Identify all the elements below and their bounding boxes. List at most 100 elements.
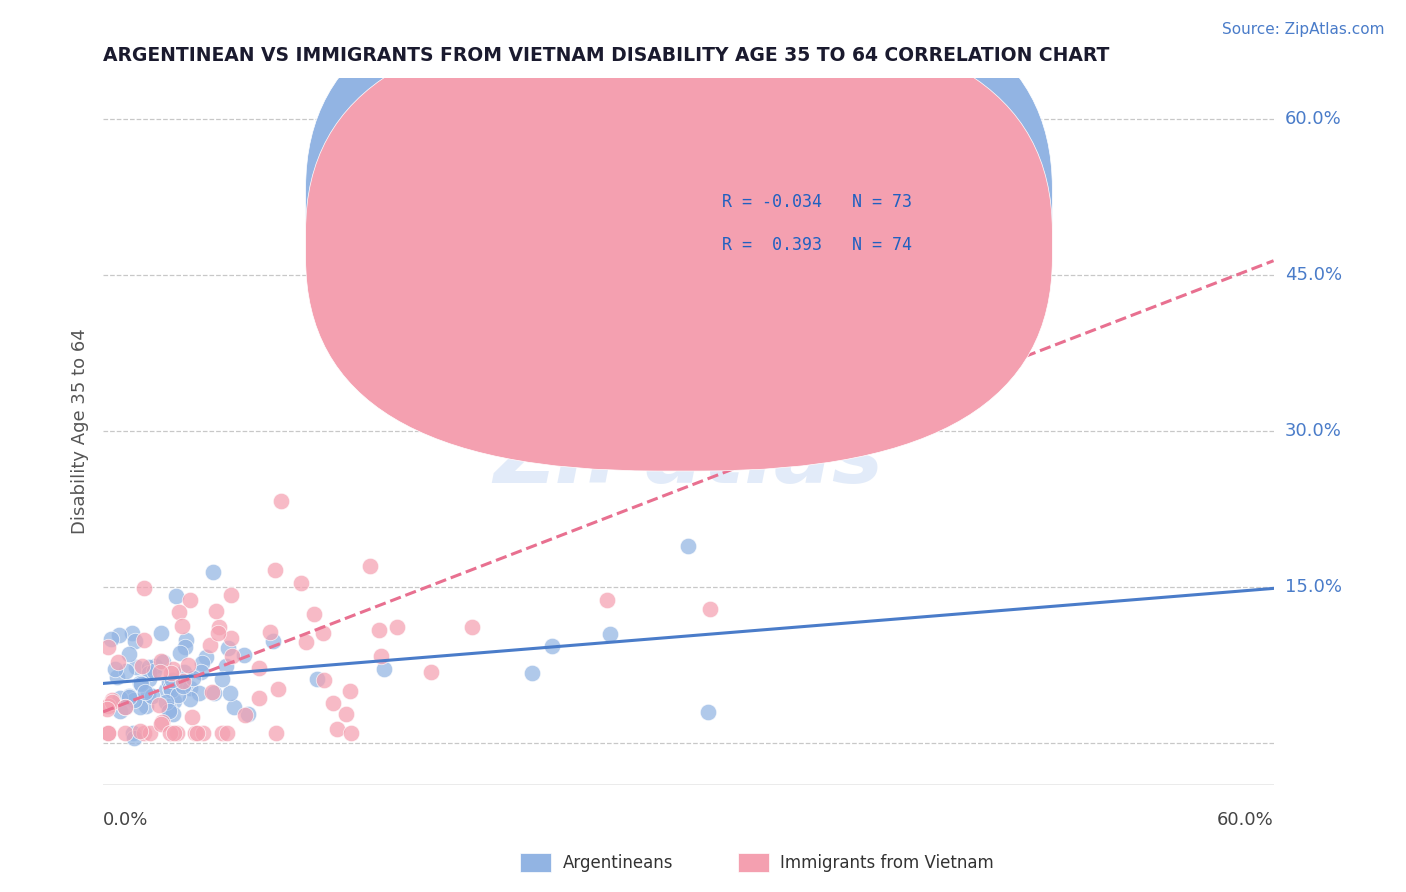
Point: [312, 626, 335, 640]
Point: [295, 634, 318, 648]
Point: [201, 565, 224, 579]
Point: [219, 632, 242, 646]
Point: [596, 593, 619, 607]
Point: [152, 656, 174, 670]
Text: R =  0.393   N = 74: R = 0.393 N = 74: [723, 235, 912, 254]
Point: [183, 725, 205, 739]
Point: [259, 624, 281, 639]
Point: [166, 725, 188, 739]
Point: [169, 646, 191, 660]
Text: 60.0%: 60.0%: [1285, 111, 1341, 128]
Point: [194, 650, 217, 665]
Y-axis label: Disability Age 35 to 64: Disability Age 35 to 64: [72, 328, 89, 534]
Point: [173, 640, 195, 654]
Point: [202, 686, 225, 700]
Point: [208, 620, 231, 634]
Point: [97, 698, 120, 713]
Point: [340, 725, 363, 739]
Point: [173, 665, 195, 680]
Point: [179, 681, 201, 695]
FancyBboxPatch shape: [630, 169, 952, 272]
Point: [129, 677, 152, 691]
Point: [179, 692, 201, 706]
Text: 0.0%: 0.0%: [103, 811, 149, 829]
Point: [179, 592, 201, 607]
Point: [162, 662, 184, 676]
Point: [302, 607, 325, 621]
Point: [224, 699, 246, 714]
Point: [461, 620, 484, 634]
Point: [114, 700, 136, 714]
Point: [619, 195, 641, 210]
Point: [172, 679, 194, 693]
Point: [114, 699, 136, 714]
Point: [100, 632, 122, 647]
Point: [343, 331, 366, 345]
Point: [167, 688, 190, 702]
Point: [172, 674, 194, 689]
Point: [134, 725, 156, 739]
Point: [101, 693, 124, 707]
Point: [118, 647, 141, 661]
Point: [247, 691, 270, 706]
Point: [359, 558, 381, 573]
Point: [157, 704, 180, 718]
Point: [219, 588, 242, 602]
Point: [218, 685, 240, 699]
Point: [211, 725, 233, 739]
Point: [170, 619, 193, 633]
Point: [368, 624, 391, 638]
Point: [678, 539, 700, 553]
Point: [96, 702, 118, 716]
Point: [188, 686, 211, 700]
Point: [233, 648, 256, 662]
Point: [149, 626, 172, 640]
Point: [205, 604, 228, 618]
Point: [114, 725, 136, 739]
Point: [233, 708, 256, 723]
Point: [132, 632, 155, 647]
Point: [162, 694, 184, 708]
Point: [191, 656, 214, 670]
Point: [263, 563, 285, 577]
Point: [167, 606, 190, 620]
Text: Source: ZipAtlas.com: Source: ZipAtlas.com: [1222, 22, 1385, 37]
Point: [211, 672, 233, 686]
Point: [174, 632, 197, 647]
Text: ZIPatlas: ZIPatlas: [494, 418, 883, 501]
Point: [165, 589, 187, 603]
Point: [155, 683, 177, 698]
Point: [326, 722, 349, 736]
Point: [373, 662, 395, 676]
Point: [217, 725, 239, 739]
Point: [107, 655, 129, 669]
Point: [270, 493, 292, 508]
Text: 30.0%: 30.0%: [1285, 422, 1341, 441]
Text: R = -0.034   N = 73: R = -0.034 N = 73: [723, 193, 912, 211]
Point: [121, 626, 143, 640]
Point: [149, 654, 172, 668]
Point: [339, 684, 361, 698]
Point: [108, 628, 131, 642]
Point: [150, 714, 173, 729]
Point: [522, 665, 544, 680]
Point: [215, 659, 238, 673]
Point: [186, 725, 208, 739]
Point: [419, 665, 441, 680]
Point: [217, 641, 239, 656]
Point: [312, 673, 335, 687]
Point: [100, 694, 122, 708]
Point: [247, 661, 270, 675]
Point: [105, 670, 128, 684]
Point: [699, 602, 721, 616]
Point: [125, 659, 148, 673]
Point: [370, 649, 392, 664]
Point: [236, 707, 259, 722]
Point: [148, 698, 170, 712]
Point: [143, 664, 166, 678]
Point: [124, 634, 146, 648]
Point: [97, 725, 120, 739]
Point: [696, 705, 718, 719]
Point: [108, 704, 131, 718]
Point: [159, 725, 181, 739]
